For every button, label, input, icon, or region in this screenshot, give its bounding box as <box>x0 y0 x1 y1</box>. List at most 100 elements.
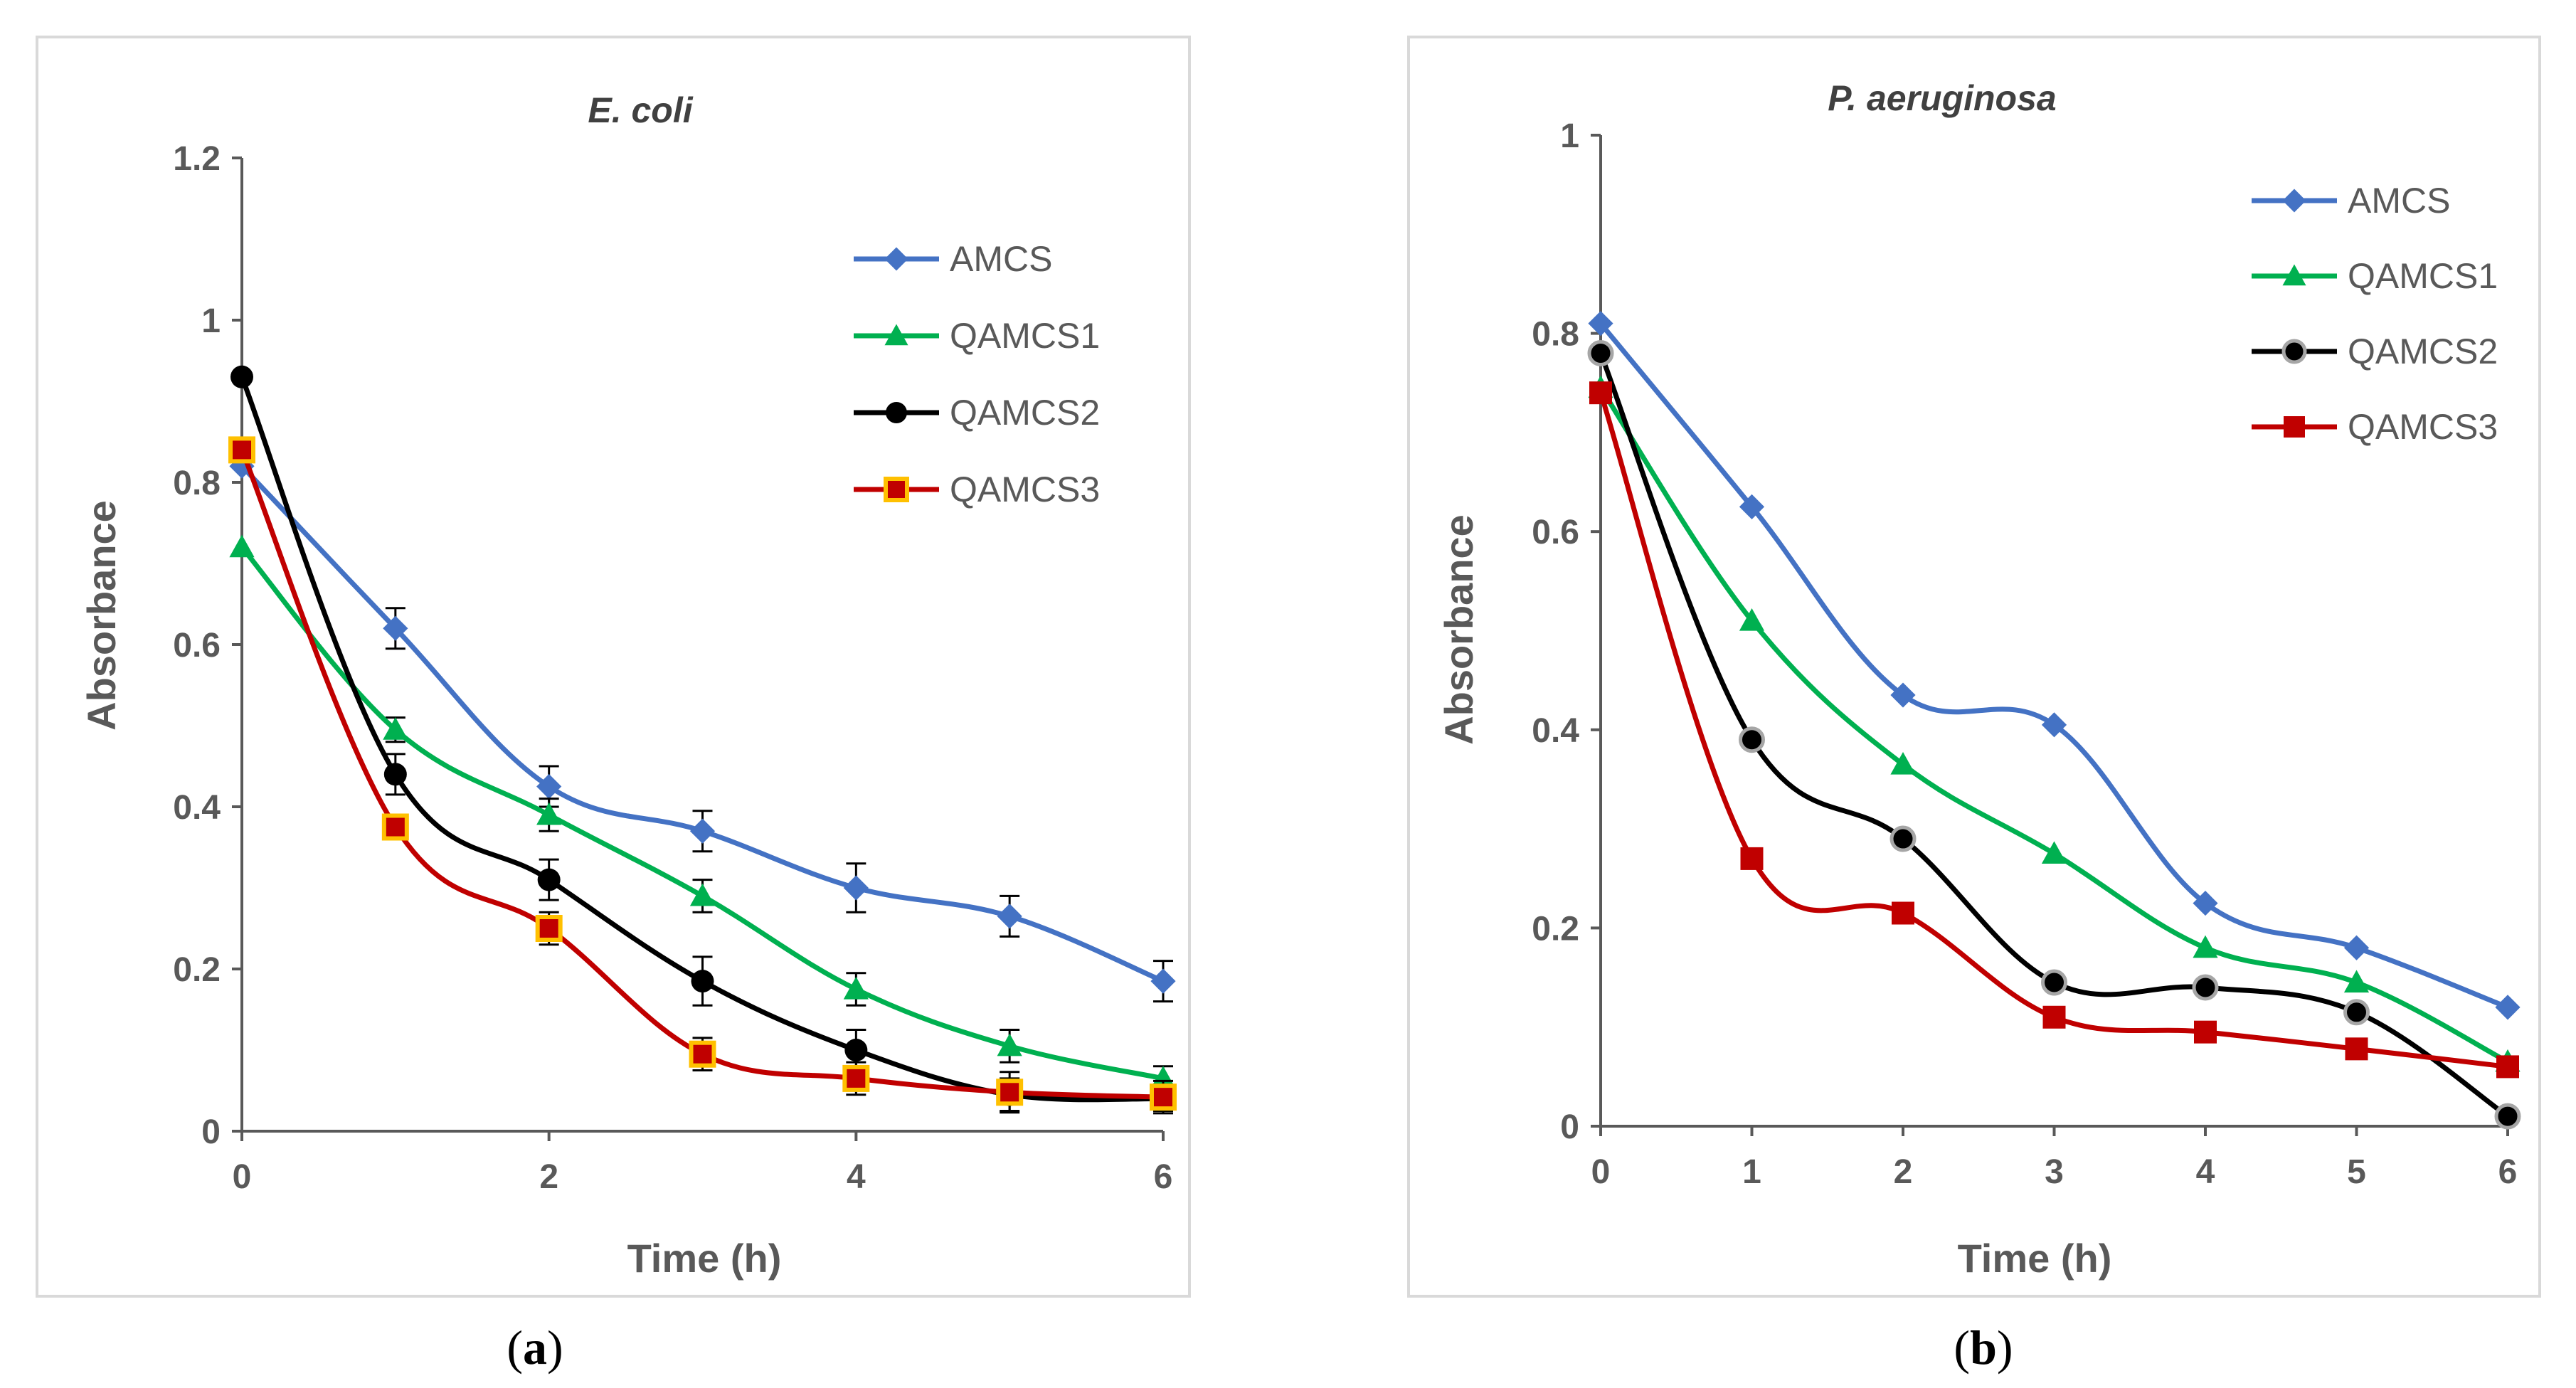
legend: AMCS QAMCS1 QAMCS2 QAMCS3 <box>854 239 1100 509</box>
data-point <box>2495 995 2521 1020</box>
legend-label: AMCS <box>2348 181 2450 221</box>
panel-a-title: E. coli <box>588 90 693 130</box>
legend-label: QAMCS3 <box>2348 407 2498 447</box>
legend-label: AMCS <box>950 239 1052 279</box>
legend-marker <box>2282 189 2306 213</box>
data-point <box>2496 1055 2519 1079</box>
x-tick-label: 4 <box>2196 1153 2215 1191</box>
data-point <box>1589 381 1612 405</box>
legend-marker <box>884 477 909 502</box>
panel-a-frame <box>36 36 1191 1298</box>
data-point <box>2041 969 2067 996</box>
data-point <box>2193 935 2218 958</box>
y-tick-label: 0.2 <box>173 951 221 989</box>
series-qamcs3 <box>228 436 1177 1115</box>
panel-b-xlabel: Time (h) <box>1958 1236 2112 1281</box>
data-point <box>1739 608 1765 631</box>
data-point <box>229 534 255 558</box>
panel-a-plot: 0 0.2 0.4 0.6 0.8 1 1.2 0 2 4 6 AMCS QAMCS1 QAMCS2 QAM… <box>173 140 1177 1196</box>
y-tick-label: 0.8 <box>173 465 221 502</box>
x-tick-label: 5 <box>2347 1153 2366 1191</box>
data-point <box>691 970 714 993</box>
panel-b-title: P. aeruginosa <box>1828 78 2056 118</box>
legend-marker <box>884 247 908 271</box>
data-point <box>842 1064 870 1092</box>
y-tick-label: 0.2 <box>1532 910 1579 948</box>
data-point <box>2192 974 2219 1001</box>
data-point <box>2041 841 2067 864</box>
data-point <box>535 915 563 942</box>
y-tick-label: 0 <box>1560 1108 1579 1146</box>
data-point <box>1150 1066 1176 1088</box>
x-tick-label: 1 <box>1742 1153 1761 1191</box>
legend-item: QAMCS2 <box>854 393 1100 433</box>
data-point <box>1150 968 1176 994</box>
panel-a-caption-letter: a <box>523 1320 547 1374</box>
data-point <box>383 717 408 740</box>
data-point <box>537 868 561 891</box>
data-point <box>1890 682 1916 708</box>
data-point <box>2194 1020 2217 1044</box>
panel-a-xlabel: Time (h) <box>627 1236 782 1281</box>
legend-label: QAMCS1 <box>950 316 1100 356</box>
panel-a-caption: (a) <box>507 1320 563 1374</box>
x-tick-label: 6 <box>1154 1158 1173 1196</box>
data-point <box>2041 712 2067 738</box>
series-qamcs3 <box>1589 381 2519 1079</box>
data-point <box>383 615 408 641</box>
legend-label: QAMCS2 <box>950 393 1100 433</box>
series-amcs <box>229 453 1176 1003</box>
series-qamcs1 <box>229 534 1176 1092</box>
data-point <box>1587 339 1614 366</box>
legend-marker <box>2281 339 2307 364</box>
legend-item: QAMCS3 <box>2252 407 2498 447</box>
data-point <box>2343 935 2370 960</box>
data-point <box>1740 847 1764 870</box>
data-point <box>228 436 255 464</box>
data-point <box>689 818 716 844</box>
data-point <box>383 763 407 786</box>
data-point <box>2345 1037 2368 1061</box>
legend-marker <box>884 324 908 346</box>
legend-label: QAMCS2 <box>2348 332 2498 371</box>
y-tick-label: 0.6 <box>1532 514 1579 551</box>
y-tick-label: 1 <box>201 302 221 340</box>
series-line <box>1598 392 2508 1069</box>
data-point <box>536 802 562 825</box>
legend-item: QAMCS1 <box>854 316 1100 356</box>
y-tick-label: 0 <box>201 1113 221 1151</box>
data-point <box>2343 970 2370 993</box>
legend-item: QAMCS3 <box>854 470 1100 509</box>
x-tick-label: 0 <box>233 1158 252 1196</box>
legend-label: QAMCS1 <box>2348 256 2498 296</box>
data-point <box>996 1079 1024 1106</box>
panel-b-caption: (b) <box>1954 1320 2013 1374</box>
data-point <box>843 875 869 901</box>
legend-item: AMCS <box>2252 181 2450 221</box>
data-point <box>843 976 869 1000</box>
series-amcs <box>1588 311 2521 1020</box>
y-tick-label: 0.4 <box>1532 712 1579 750</box>
data-point <box>1739 494 1765 519</box>
data-point <box>381 813 409 841</box>
legend: AMCS QAMCS1 QAMCS2 QAMCS3 <box>2252 181 2498 447</box>
legend-item: QAMCS1 <box>2252 256 2498 296</box>
data-point <box>997 904 1022 929</box>
data-point <box>2042 1005 2066 1029</box>
panel-b-caption-letter: b <box>1970 1320 1997 1374</box>
data-point <box>2193 890 2218 916</box>
panel-a-ylabel: Absorbance <box>79 500 124 731</box>
series-line <box>239 449 1164 1100</box>
legend-item: AMCS <box>854 239 1052 279</box>
data-point <box>1150 1084 1177 1111</box>
data-point <box>1890 751 1916 775</box>
panel-b-frame <box>1407 36 2541 1298</box>
y-tick-label: 1.2 <box>173 140 221 178</box>
y-tick-label: 0.8 <box>1532 316 1579 354</box>
panel-b-plot: 0 0.2 0.4 0.6 0.8 1 0 1 2 3 4 5 6 AMCS QAMCS1 QAMCS2 QAM… <box>1532 117 2521 1191</box>
data-point <box>1892 901 1914 925</box>
data-point <box>844 1039 868 1061</box>
data-point <box>230 365 253 388</box>
data-point <box>2343 999 2370 1026</box>
